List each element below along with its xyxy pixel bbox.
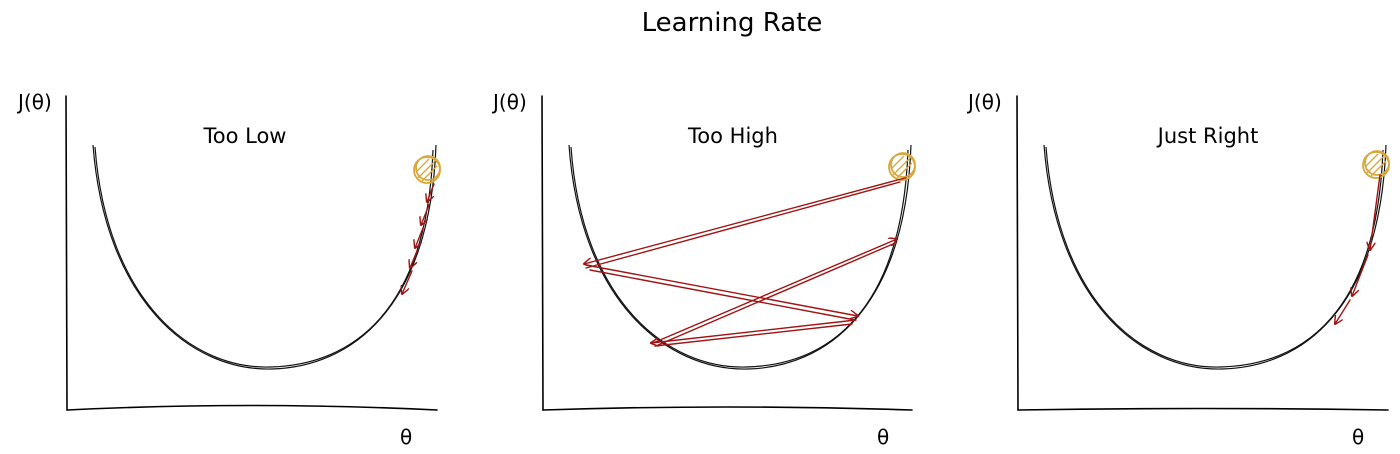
x-axis-label: θ (1352, 425, 1364, 449)
y-axis-line (1016, 95, 1019, 411)
panel-label-just-right: Just Right (1156, 124, 1259, 148)
figure-title: Learning Rate (642, 8, 823, 38)
y-axis-line (65, 95, 68, 411)
x-axis-line (66, 404, 438, 411)
cost-curve (568, 144, 912, 370)
x-axis-label: θ (877, 425, 889, 449)
gradient-step-arrows (402, 183, 435, 294)
gradient-step-arrows (1335, 174, 1381, 324)
y-axis-line (541, 95, 544, 411)
panel-label-too-high: Too High (687, 124, 778, 148)
panel-too-high: J(θ) θ Too High (491, 90, 916, 449)
y-axis-label: J(θ) (966, 90, 1002, 114)
panel-just-right: J(θ) θ Just Right (966, 90, 1390, 449)
y-axis-label: J(θ) (16, 90, 52, 114)
cost-curve (1043, 144, 1387, 370)
panel-label-too-low: Too Low (203, 124, 287, 148)
x-axis-label: θ (400, 425, 412, 449)
ball-icon (888, 152, 916, 181)
x-axis-line (1017, 407, 1389, 411)
panel-too-low: J(θ) θ Too Low (16, 90, 441, 449)
cost-curve (92, 144, 437, 370)
y-axis-label: J(θ) (491, 90, 527, 114)
ball-icon (413, 155, 441, 184)
gradient-step-arrows (584, 177, 906, 346)
ball-icon (1362, 150, 1390, 179)
x-axis-line (542, 406, 913, 411)
